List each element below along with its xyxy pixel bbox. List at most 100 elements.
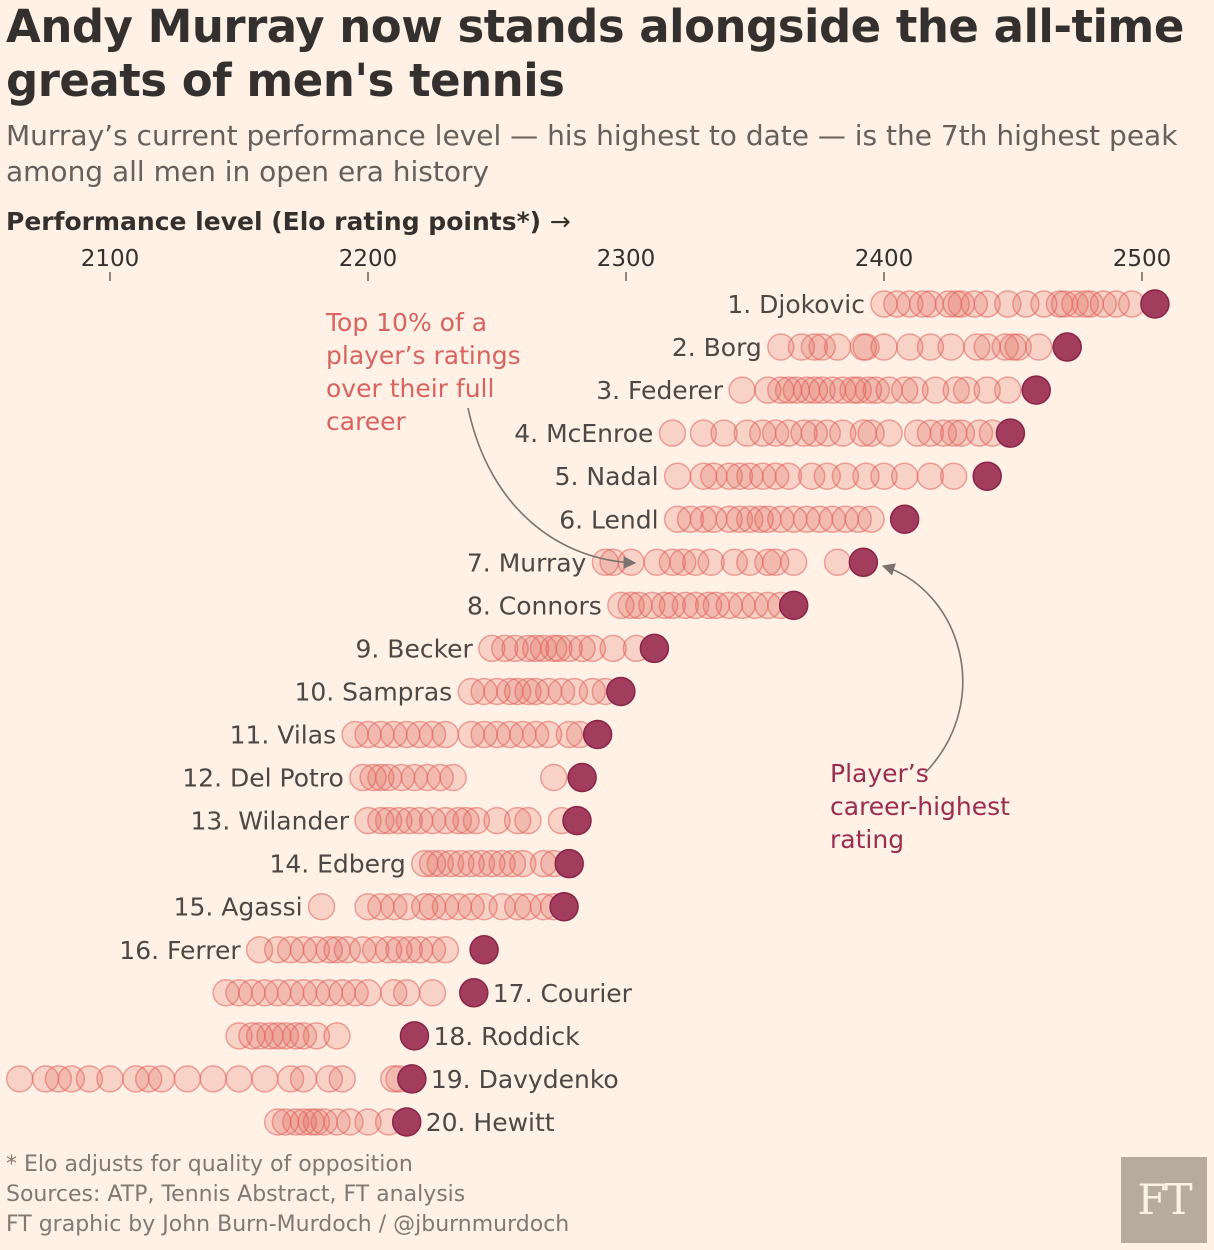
player-label: 14. Edberg xyxy=(269,850,405,879)
rating-dot xyxy=(774,462,803,490)
rating-dot xyxy=(568,634,596,663)
player-row: 15. Agassi xyxy=(174,891,579,922)
annotation-top10-line: career xyxy=(326,407,407,436)
player-row: 17. Courier xyxy=(212,978,633,1008)
player-row: 13. Wilander xyxy=(191,805,592,836)
chart-subtitle: Murray’s current performance level — his… xyxy=(6,119,1178,188)
player-label: 4. McEnroe xyxy=(514,419,653,448)
rating-dot xyxy=(689,419,718,447)
player-row: 1. Djokovic xyxy=(727,289,1170,319)
player-row: 7. Murray xyxy=(467,547,879,578)
peak-dot xyxy=(469,935,499,965)
rating-dot xyxy=(302,1022,331,1050)
peak-dot xyxy=(582,719,613,750)
x-axis-label: Performance level (Elo rating points*) → xyxy=(6,207,571,236)
rating-dot xyxy=(720,548,749,577)
rating-dot xyxy=(555,720,583,749)
annotation-peak-line: career-highest xyxy=(830,792,1010,821)
rating-dot xyxy=(854,376,883,404)
player-rows: 1. Djokovic 2. Borg 3. Federer 4. McEnroe 5.… xyxy=(5,289,1170,1137)
rating-dot xyxy=(823,333,852,361)
rating-dot xyxy=(395,806,424,835)
rating-dot xyxy=(374,936,403,964)
rating-dot xyxy=(426,849,454,878)
rating-dot xyxy=(896,333,924,361)
player-row: 8. Connors xyxy=(467,590,809,620)
annotation-top10-arrow xyxy=(467,407,637,569)
rating-dot xyxy=(973,376,1001,404)
rating-dot xyxy=(937,333,965,361)
rating-dot xyxy=(540,763,568,792)
rating-dot xyxy=(694,591,723,620)
rating-dot xyxy=(457,849,485,878)
rating-dot xyxy=(478,849,506,878)
rating-dot xyxy=(658,419,687,447)
rating-dot xyxy=(994,376,1022,404)
annotation-peak: Player’s career-highest rating xyxy=(830,759,1018,854)
rating-dot xyxy=(671,591,700,620)
rating-dot xyxy=(725,505,754,533)
rating-dot xyxy=(813,419,841,447)
rating-dot xyxy=(890,462,919,490)
peak-dot xyxy=(995,418,1026,448)
rating-dot xyxy=(663,462,692,490)
player-label: 5. Nadal xyxy=(555,462,659,491)
peak-dot xyxy=(848,547,879,578)
rating-dot xyxy=(302,1108,331,1136)
peak-dot xyxy=(606,676,636,707)
rating-dot xyxy=(418,979,447,1007)
rating-dot xyxy=(728,376,756,404)
rating-dot xyxy=(488,849,516,878)
credit: FT graphic by John Burn-Murdoch / @jburn… xyxy=(6,1212,570,1237)
rating-dot xyxy=(808,376,836,404)
rating-dot xyxy=(767,333,795,361)
x-tick-label: 2500 xyxy=(1113,246,1172,272)
player-label: 12. Del Potro xyxy=(182,764,344,793)
rating-dot xyxy=(599,634,627,663)
rating-dot xyxy=(395,936,424,964)
rating-dot xyxy=(431,936,460,964)
rating-dot xyxy=(483,806,511,835)
peak-dot xyxy=(1021,375,1051,405)
rating-dot xyxy=(439,763,467,792)
player-row: 10. Sampras xyxy=(294,676,636,707)
annotation-peak-line: Player’s xyxy=(830,759,929,788)
rating-dot xyxy=(916,462,945,490)
player-label: 13. Wilander xyxy=(191,807,350,836)
rating-dot xyxy=(733,419,762,447)
rating-dot xyxy=(831,462,860,490)
player-row: 20. Hewitt xyxy=(263,1107,555,1137)
rating-dot xyxy=(509,849,537,878)
player-row: 3. Federer xyxy=(596,375,1051,405)
player-label: 7. Murray xyxy=(467,548,587,577)
footnote: * Elo adjusts for quality of opposition xyxy=(6,1152,413,1177)
rating-dot xyxy=(710,419,738,447)
rating-dot xyxy=(578,634,607,663)
x-tick-label: 2400 xyxy=(855,246,914,272)
player-label: 20. Hewitt xyxy=(426,1108,555,1137)
rating-dot xyxy=(431,720,460,749)
rating-dot xyxy=(514,806,542,835)
player-label: 1. Djokovic xyxy=(727,290,865,319)
peak-dot xyxy=(562,805,592,836)
player-row: 12. Del Potro xyxy=(182,762,597,793)
player-label: 11. Vilas xyxy=(230,721,337,750)
rating-dot xyxy=(1030,290,1058,318)
sources: Sources: ATP, Tennis Abstract, FT analys… xyxy=(6,1182,466,1207)
player-row: 14. Edberg xyxy=(269,848,584,879)
rating-dot xyxy=(725,462,754,490)
rating-dot xyxy=(462,806,491,835)
rating-dot xyxy=(617,591,645,620)
rating-dot xyxy=(921,376,950,404)
chart-area: 2100 2200 2300 2400 2500 1. Djokovic 2. Borg 3… xyxy=(5,246,1172,1137)
player-label: 3. Federer xyxy=(596,376,724,405)
rating-dot xyxy=(498,849,527,878)
peak-dot xyxy=(567,762,597,793)
player-label: 15. Agassi xyxy=(174,893,303,922)
rating-dot xyxy=(503,806,532,835)
arrow-right-icon: → xyxy=(549,207,571,236)
rating-dot xyxy=(857,505,885,533)
peak-dot xyxy=(1052,332,1082,362)
annotation-peak-arrow xyxy=(881,563,964,774)
player-row: 16. Ferrer xyxy=(119,935,499,965)
